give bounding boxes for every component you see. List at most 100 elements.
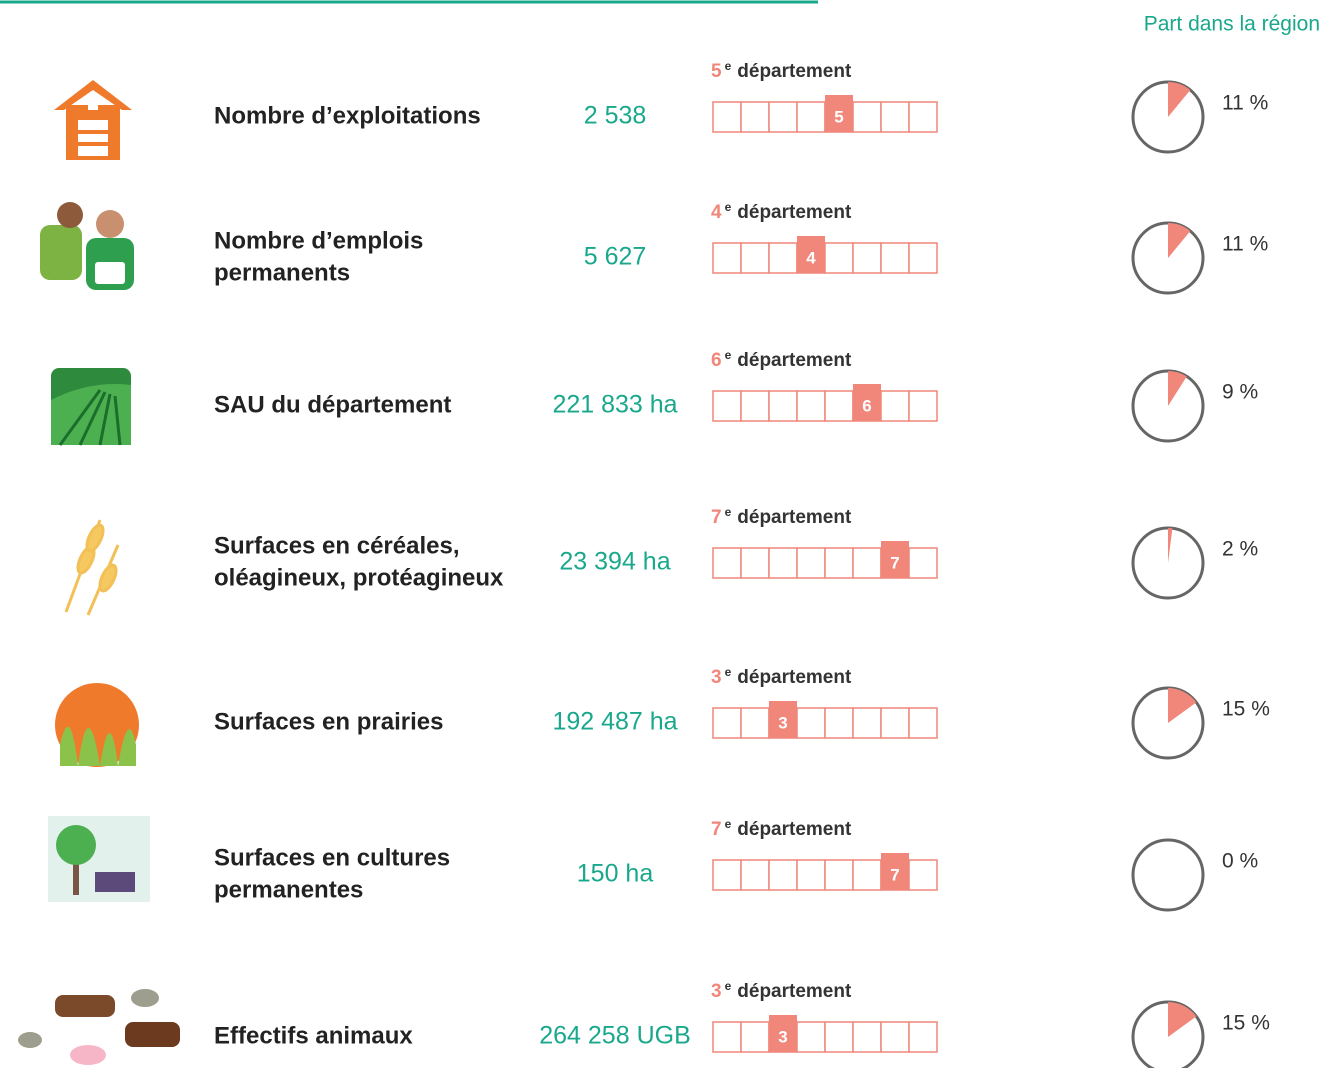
rank-box <box>741 860 769 890</box>
rank-word: département <box>737 202 852 223</box>
rank-suffix: e <box>725 817 732 831</box>
rank-box <box>825 860 853 890</box>
share-label: 0 % <box>1222 850 1258 873</box>
rank-marker-label: 3 <box>778 713 787 732</box>
rank-number: 3 <box>711 667 722 688</box>
rank-box <box>769 102 797 132</box>
rank-word: département <box>737 507 852 528</box>
rank-suffix: e <box>725 505 732 519</box>
rank-number: 5 <box>711 61 722 82</box>
row-label: Surfaces en céréales, <box>214 532 460 559</box>
rank-word: département <box>737 819 852 840</box>
rank-word: département <box>737 61 852 82</box>
rank-box <box>713 391 741 421</box>
row-value: 264 258 UGB <box>539 1022 691 1050</box>
rank-box <box>741 548 769 578</box>
row-label: Nombre d’exploitations <box>214 102 481 129</box>
rank-box <box>741 102 769 132</box>
rank-box <box>853 708 881 738</box>
row-value: 5 627 <box>584 243 647 271</box>
rank-box <box>797 860 825 890</box>
row-label: permanents <box>214 259 350 286</box>
rank-heading: 4edépartement <box>711 200 852 223</box>
rank-suffix: e <box>725 59 732 73</box>
icon-meadow <box>55 683 139 767</box>
rank-marker-label: 5 <box>834 107 843 126</box>
rank-number: 7 <box>711 507 722 528</box>
share-sector <box>1168 1002 1196 1037</box>
rank-box <box>769 548 797 578</box>
rank-number: 7 <box>711 819 722 840</box>
rank-box <box>853 860 881 890</box>
rank-box <box>909 860 937 890</box>
rank-box <box>881 243 909 273</box>
rank-box <box>713 243 741 273</box>
row-label: Effectifs animaux <box>214 1022 413 1049</box>
share-sector <box>1168 371 1187 406</box>
row-value: 23 394 ha <box>559 548 670 576</box>
rank-box <box>741 243 769 273</box>
row-label: Surfaces en cultures <box>214 844 450 871</box>
rank-box <box>825 1022 853 1052</box>
rank-box <box>881 1022 909 1052</box>
rank-box <box>881 391 909 421</box>
rank-box <box>769 243 797 273</box>
rank-box <box>881 102 909 132</box>
rank-box <box>853 1022 881 1052</box>
rank-box <box>853 102 881 132</box>
share-label: 15 % <box>1222 698 1270 721</box>
row-label: permanentes <box>214 876 363 903</box>
row-label: Surfaces en prairies <box>214 708 443 735</box>
rank-box <box>881 708 909 738</box>
rank-box <box>797 102 825 132</box>
rank-box <box>797 391 825 421</box>
rank-box <box>769 391 797 421</box>
row-label: SAU du département <box>214 391 451 418</box>
rank-suffix: e <box>725 979 732 993</box>
share-sector <box>1168 688 1196 723</box>
row-value: 150 ha <box>577 860 654 888</box>
rank-suffix: e <box>725 665 732 679</box>
rank-box <box>825 391 853 421</box>
rank-box <box>909 391 937 421</box>
icon-animals <box>18 989 180 1065</box>
rank-box <box>853 548 881 578</box>
row-label: Nombre d’emplois <box>214 227 423 254</box>
rank-box <box>825 548 853 578</box>
share-label: 15 % <box>1222 1012 1270 1035</box>
icon-farm <box>54 80 132 160</box>
rank-box <box>909 243 937 273</box>
icon-workers <box>40 202 134 290</box>
row-value: 192 487 ha <box>552 708 677 736</box>
rank-marker-label: 3 <box>778 1027 787 1046</box>
share-sector <box>1168 528 1172 563</box>
rank-box <box>825 243 853 273</box>
rank-marker-label: 4 <box>806 248 816 267</box>
rank-box <box>825 708 853 738</box>
rank-box <box>741 708 769 738</box>
rank-box <box>797 1022 825 1052</box>
rank-box <box>741 1022 769 1052</box>
rank-box <box>909 548 937 578</box>
rank-box <box>713 708 741 738</box>
rank-box <box>797 708 825 738</box>
row-label: oléagineux, protéagineux <box>214 564 504 591</box>
rank-box <box>741 391 769 421</box>
share-label: 9 % <box>1222 381 1258 404</box>
rank-box <box>909 1022 937 1052</box>
rank-marker-label: 7 <box>890 865 899 884</box>
rank-box <box>713 548 741 578</box>
rank-box <box>713 102 741 132</box>
icon-field <box>51 368 131 445</box>
rank-box <box>713 860 741 890</box>
row-value: 2 538 <box>584 102 647 130</box>
rank-marker-label: 7 <box>890 553 899 572</box>
rank-box <box>769 860 797 890</box>
share-label: 11 % <box>1222 92 1268 115</box>
